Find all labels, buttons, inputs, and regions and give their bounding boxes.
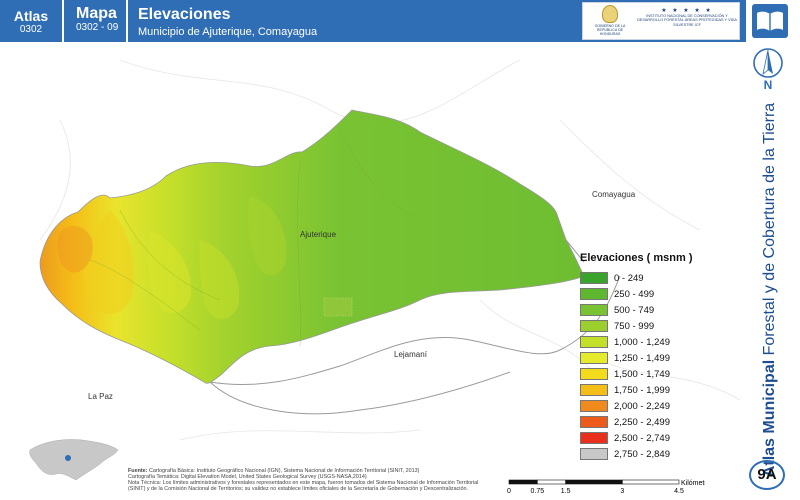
vertical-atlas-title: Atlas Municipal Forestal y de Cobertura … [761,102,778,478]
legend-swatch [580,288,608,300]
legend-label: 2,250 - 2,499 [614,416,670,428]
label-ajuterique: Ajuterique [300,230,337,239]
source-notes: Fuente: Cartografía Básica: Instituto Ge… [128,468,488,492]
institution-logos: GOBIERNO DE LA REPÚBLICA DE HONDURAS ★ ★… [582,2,740,40]
legend-row: 1,750 - 1,999 [580,382,740,398]
atlas-box: Atlas 0302 [0,0,64,42]
legend-row: 2,250 - 2,499 [580,414,740,430]
legend-row: 0 - 249 [580,270,740,286]
label-la-paz: La Paz [88,392,113,401]
north-arrow: N [753,46,783,98]
mapa-box: Mapa 0302 - 09 [66,0,128,42]
locator-shape [29,439,119,481]
legend-label: 2,500 - 2,749 [614,432,670,444]
stars-icon: ★ ★ ★ ★ ★ [661,8,713,14]
scale-tick-label: 0 [507,488,511,495]
government-seal-logo: GOBIERNO DE LA REPÚBLICA DE HONDURAS [587,5,633,39]
legend-swatch [580,384,608,396]
map-canvas [39,59,741,441]
scale-segment [622,479,680,485]
north-arrow-icon [753,48,783,78]
mapa-label: Mapa [76,5,117,22]
scale-segment [565,479,623,485]
legend-swatch [580,272,608,284]
technical-note: Nota Técnica: Los límites administrativo… [128,480,479,492]
fuente-label: Fuente: [128,468,148,474]
legend-row: 2,750 - 2,849 [580,446,740,462]
legend-label: 1,500 - 1,749 [614,368,670,380]
scale-tick-label: 1.5 [561,488,571,495]
scale-segment [508,479,538,485]
seal-icon [602,5,618,23]
scale-bar-graphic: 0 0.75 1.5 3 4.5Kilómetros [507,479,715,495]
label-lejamani: Lejamaní [394,350,427,359]
atlas-code: 0302 [19,24,43,35]
legend-row: 2,500 - 2,749 [580,430,740,446]
legend-label: 750 - 999 [614,320,655,332]
legend-swatch [580,352,608,364]
legend-row: 750 - 999 [580,318,740,334]
scale-unit-label: Kilómetros [681,480,705,487]
legend-row: 1,000 - 1,249 [580,334,740,350]
source-line-1: Cartografía Básica: Instituto Geográfico… [148,468,420,474]
icf-logo: ★ ★ ★ ★ ★ INSTITUTO NACIONAL DE CONSERVA… [637,8,737,27]
legend-row: 2,000 - 2,249 [580,398,740,414]
header-bar: Atlas 0302 Mapa 0302 - 09 Elevaciones Mu… [0,0,746,42]
map-subtitle: Municipio de Ajuterique, Comayagua [138,26,318,38]
legend-label: 2,750 - 2,849 [614,448,670,460]
scale-tick-label: 4.5 [674,488,684,495]
scale-tick-label: 0.75 [531,488,545,495]
legend-swatch [580,304,608,316]
legend-title: Elevaciones ( msnm ) [580,252,693,264]
legend-swatch [580,448,608,460]
legend-label: 0 - 249 [614,272,644,284]
ajuterique-elevation-area [39,109,585,384]
open-book-icon [757,11,783,31]
legend-rows: 0 - 249 250 - 499 500 - 749 750 - 999 1,000 … [580,270,740,462]
legend-swatch [580,416,608,428]
background-roads [39,59,741,441]
legend-swatch [580,432,608,444]
legend-row: 1,500 - 1,749 [580,366,740,382]
scale-tick-label: 3 [620,488,624,495]
ajuterique-town [323,297,353,317]
legend-label: 250 - 499 [614,288,655,300]
legend-label: 1,000 - 1,249 [614,336,670,348]
atlas-label: Atlas [13,8,49,24]
legend-row: 250 - 499 [580,286,740,302]
legend-label: 2,000 - 2,249 [614,400,670,412]
legend-swatch [580,320,608,332]
honduras-locator-map [22,428,122,486]
north-letter: N [763,78,773,92]
mapa-code: 0302 - 09 [76,22,119,33]
location-marker-icon [65,455,71,461]
legend-label: 1,750 - 1,999 [614,384,670,396]
legend-label: 1,250 - 1,499 [614,352,670,364]
map-title: Elevaciones [138,6,231,23]
legend-label: 500 - 749 [614,304,655,316]
atlas-book-button[interactable] [752,4,788,38]
label-comayagua: Comayagua [592,190,636,199]
title-box: Elevaciones Municipio de Ajuterique, Com… [138,0,558,42]
scale-segment [537,479,566,485]
legend-swatch [580,368,608,380]
elevation-map: Comayagua Ajuterique Lejamaní La Paz [0,44,746,464]
source-line-2: Cartografía Temática: Digital Elevation … [128,474,367,480]
map-code-badge: 9A [749,460,785,490]
legend-swatch [580,336,608,348]
drainage-lines [89,129,421,347]
legend-swatch [580,400,608,412]
legend-row: 500 - 749 [580,302,740,318]
legend-row: 1,250 - 1,499 [580,350,740,366]
scale-bar: 0 0.75 1.5 3 4.5Kilómetros [505,478,715,500]
elevation-legend: Elevaciones ( msnm ) 0 - 249 250 - 499 500… [580,252,740,462]
